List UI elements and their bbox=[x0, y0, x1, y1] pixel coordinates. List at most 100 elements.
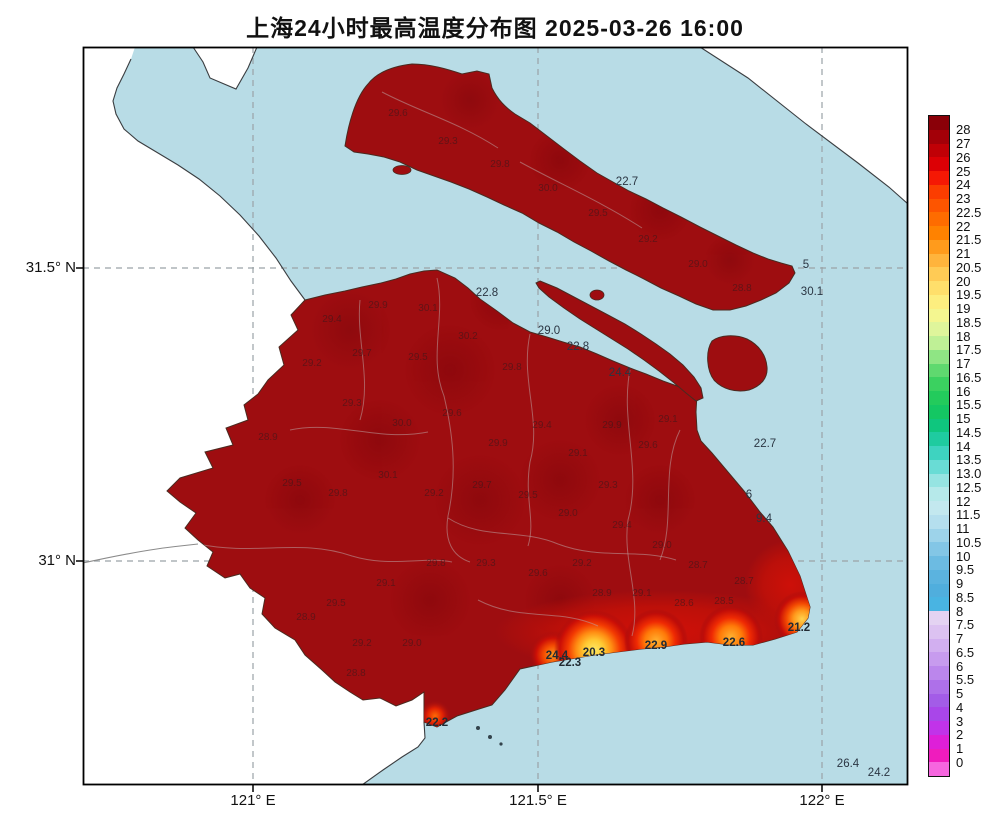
station-label-layer: 22.7 5 30.1 22.8 29.0 22.8 24.4 22.7 6 9.4 26.4 24.… bbox=[258, 108, 890, 779]
faint-station-label: 29.0 bbox=[688, 259, 708, 270]
station-label: 5 bbox=[803, 259, 809, 271]
faint-station-label: 29.3 bbox=[598, 480, 618, 491]
colorbar-tick-label: 0 bbox=[956, 754, 964, 770]
faint-station-label: 29.0 bbox=[652, 540, 672, 551]
colorbar-segment bbox=[929, 666, 949, 680]
station-label: 24.4 bbox=[546, 650, 569, 662]
faint-station-label: 28.6 bbox=[674, 598, 694, 609]
colorbar-segment bbox=[929, 391, 949, 405]
faint-station-label: 29.5 bbox=[326, 598, 346, 609]
southeast-band bbox=[745, 540, 810, 630]
colorbar-segment bbox=[929, 487, 949, 501]
colorbar-segment bbox=[929, 652, 949, 666]
colorbar-segment bbox=[929, 556, 949, 570]
faint-station-label: 29.1 bbox=[658, 414, 678, 425]
colorbar-tick-label: 15.5 bbox=[956, 397, 982, 413]
colorbar-segment bbox=[929, 514, 949, 529]
colorbar-tick-label: 10.5 bbox=[956, 534, 982, 550]
colorbar-tick-label: 6.5 bbox=[956, 644, 975, 660]
colorbar-segment bbox=[929, 459, 949, 474]
axis-ticks bbox=[76, 267, 823, 792]
colorbar-segment bbox=[929, 143, 949, 158]
faint-station-label: 29.0 bbox=[558, 508, 578, 519]
bay-islet-2 bbox=[488, 735, 492, 739]
faint-station-label: 28.8 bbox=[732, 283, 752, 294]
station-label: 22.3 bbox=[559, 657, 581, 669]
station-label: 20.3 bbox=[583, 647, 605, 659]
colorbar-tick-label: 19 bbox=[956, 301, 971, 316]
colorbar-tick-label: 17.5 bbox=[956, 342, 982, 358]
islet-river bbox=[589, 289, 605, 301]
colorbar-segment bbox=[929, 501, 949, 515]
station-label: 30.1 bbox=[801, 286, 823, 298]
colorbar-tick-label: 14.5 bbox=[956, 424, 982, 440]
station-label: 24.2 bbox=[868, 767, 890, 779]
colorbar-tick-label: 12.5 bbox=[956, 479, 982, 495]
colorbar-tick-label: 12 bbox=[956, 493, 971, 509]
cool-spot-5 bbox=[774, 591, 810, 647]
station-label: 9.4 bbox=[756, 513, 773, 525]
y-axis-label-31n: 31° N bbox=[38, 552, 76, 569]
bay-islet-1 bbox=[476, 726, 480, 730]
faint-station-label: 29.5 bbox=[282, 478, 302, 489]
colorbar-segment bbox=[929, 721, 949, 735]
yangtze-north-bank-west bbox=[112, 58, 306, 301]
colorbar-tick-label: 18 bbox=[956, 328, 971, 344]
colorbar-segment bbox=[929, 377, 949, 391]
colorbar-tick-label: 22.5 bbox=[956, 204, 982, 220]
colorbar-tick-label: 5 bbox=[956, 686, 964, 701]
faint-station-label: 29.5 bbox=[588, 208, 608, 219]
colorbar-segment bbox=[929, 569, 949, 584]
colorbar-tick-label: 7.5 bbox=[956, 617, 975, 633]
islet-west-chongming bbox=[392, 165, 412, 175]
colorbar-segment bbox=[929, 597, 949, 611]
faint-station-label: 29.8 bbox=[426, 558, 446, 569]
colorbar-tick-label: 11.5 bbox=[956, 507, 981, 523]
faint-station-label: 29.8 bbox=[502, 362, 522, 373]
colorbar-segment bbox=[929, 336, 949, 350]
faint-station-label: 29.7 bbox=[472, 480, 492, 491]
faint-station-label: 28.7 bbox=[688, 560, 708, 571]
north-bank-notch bbox=[192, 47, 258, 90]
colorbar-tick-label: 9 bbox=[956, 576, 964, 591]
faint-station-label: 29.2 bbox=[424, 488, 444, 499]
colorbar-segment bbox=[929, 693, 949, 708]
colorbar-tick-label: 2 bbox=[956, 727, 964, 743]
faint-station-label: 29.5 bbox=[518, 490, 538, 501]
station-label: 24.4 bbox=[609, 367, 632, 379]
colorbar-segment bbox=[929, 446, 949, 460]
station-label: 26.4 bbox=[837, 758, 860, 770]
colorbar-segment bbox=[929, 171, 949, 185]
y-axis-label-31-5n: 31.5° N bbox=[25, 259, 76, 276]
colorbar-tick-label: 3 bbox=[956, 713, 964, 729]
changxing-island bbox=[535, 280, 704, 402]
colorbar-segment bbox=[929, 363, 949, 378]
district-boundaries bbox=[197, 91, 681, 637]
station-label: 22.9 bbox=[645, 640, 667, 652]
colorbar-segment bbox=[929, 762, 949, 776]
colorbar-segment bbox=[929, 528, 949, 543]
colorbar-tick-label: 18.5 bbox=[956, 314, 982, 330]
x-axis-label-121-5e: 121.5° E bbox=[509, 792, 567, 809]
faint-station-label: 30.1 bbox=[418, 303, 438, 314]
colorbar-tick-label: 13.0 bbox=[956, 466, 982, 481]
colorbar-tick-label: 23 bbox=[956, 191, 971, 206]
colorbar-segment bbox=[929, 212, 949, 226]
faint-station-label: 29.0 bbox=[402, 638, 422, 649]
colorbar-tick-label: 10 bbox=[956, 548, 971, 564]
faint-station-label: 28.5 bbox=[714, 596, 734, 607]
colorbar-tick-label: 14 bbox=[956, 438, 971, 454]
colorbar-tick-label: 25 bbox=[956, 163, 971, 179]
colorbar-tick-label: 27 bbox=[956, 136, 971, 151]
bay-islet-3 bbox=[499, 742, 503, 746]
station-label: 22.8 bbox=[476, 287, 498, 299]
yangtze-north-bank-east bbox=[699, 47, 908, 205]
faint-station-label: 29.2 bbox=[638, 234, 658, 245]
province-boundary-line bbox=[83, 543, 199, 564]
faint-station-label: 29.3 bbox=[476, 558, 496, 569]
faint-station-label: 28.8 bbox=[346, 668, 366, 679]
colorbar-segment bbox=[929, 184, 949, 199]
colorbar-tick-label: 6 bbox=[956, 658, 964, 674]
colorbar-segment bbox=[929, 116, 949, 130]
